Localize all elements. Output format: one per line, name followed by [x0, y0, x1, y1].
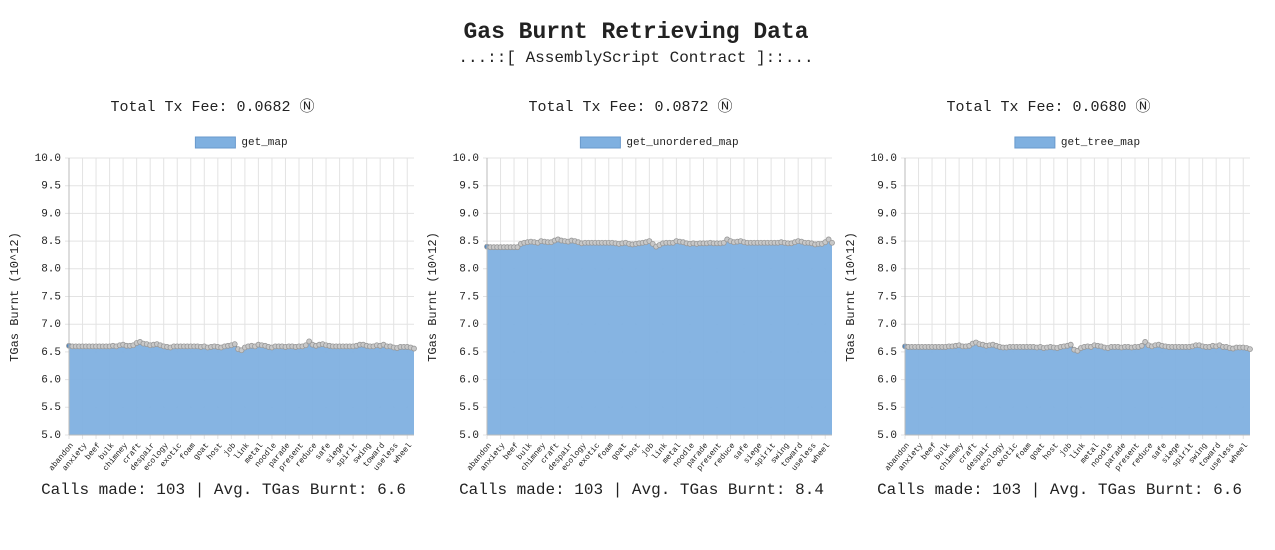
y-tick-label: 6.0 [459, 375, 479, 387]
area [905, 341, 1250, 435]
y-tick-label: 8.5 [459, 236, 479, 248]
page-subtitle: ...::[ AssemblyScript Contract ]::... [458, 49, 813, 67]
point [306, 338, 313, 345]
y-tick-label: 5.5 [877, 402, 897, 414]
y-tick-label: 9.0 [877, 208, 897, 220]
y-tick-label: 7.5 [41, 291, 61, 303]
y-tick-label: 5.5 [459, 402, 479, 414]
y-tick-label: 10.0 [453, 153, 479, 165]
point [829, 239, 835, 246]
point [720, 239, 727, 246]
y-tick-label: 5.5 [41, 402, 61, 414]
y-tick-label: 6.0 [877, 375, 897, 387]
legend-swatch [579, 136, 621, 149]
y-tick-label: 9.0 [459, 208, 479, 220]
point [514, 244, 521, 251]
point [1247, 346, 1253, 353]
y-tick-label: 10.0 [871, 153, 897, 165]
area [69, 341, 414, 435]
y-axis-label: TGas Burnt (10^12) [426, 232, 440, 362]
y-tick-label: 9.5 [459, 181, 479, 193]
chart-footer: Calls made: 103 | Avg. TGas Burnt: 8.4 [459, 481, 824, 499]
point [1142, 339, 1149, 345]
legend-swatch [1014, 136, 1056, 149]
chart-footer: Calls made: 103 | Avg. TGas Burnt: 6.6 [877, 481, 1242, 499]
point [1138, 342, 1145, 349]
y-tick-label: 10.0 [35, 153, 61, 165]
y-tick-label: 9.5 [877, 181, 897, 193]
area [487, 239, 832, 435]
point [1067, 341, 1074, 348]
y-tick-label: 9.5 [41, 181, 61, 193]
legend-swatch [194, 136, 236, 149]
y-tick-label: 6.5 [41, 347, 61, 359]
y-tick-label: 7.0 [459, 319, 479, 331]
y-tick-label: 7.0 [41, 319, 61, 331]
point [825, 236, 832, 243]
legend-label: get_map [241, 137, 287, 149]
chart-title: Total Tx Fee: 0.0872 Ⓝ [528, 98, 732, 116]
point [302, 342, 309, 349]
chart-footer: Calls made: 103 | Avg. TGas Burnt: 6.6 [41, 481, 406, 499]
y-tick-label: 5.0 [41, 430, 61, 442]
y-tick-label: 8.0 [459, 264, 479, 276]
y-tick-label: 7.0 [877, 319, 897, 331]
y-tick-label: 8.0 [877, 264, 897, 276]
chart-title: Total Tx Fee: 0.0680 Ⓝ [946, 98, 1150, 116]
y-tick-label: 8.0 [41, 264, 61, 276]
point [411, 345, 417, 352]
y-tick-label: 7.5 [877, 291, 897, 303]
y-tick-label: 8.5 [41, 236, 61, 248]
y-tick-label: 5.0 [459, 430, 479, 442]
y-tick-label: 5.0 [877, 430, 897, 442]
legend-label: get_unordered_map [626, 137, 738, 149]
y-tick-label: 8.5 [877, 236, 897, 248]
point [231, 341, 238, 348]
y-axis-label: TGas Burnt (10^12) [8, 232, 22, 362]
y-tick-label: 7.5 [459, 291, 479, 303]
y-tick-label: 6.0 [41, 375, 61, 387]
y-axis-label: TGas Burnt (10^12) [844, 232, 858, 362]
y-tick-label: 9.0 [41, 208, 61, 220]
y-tick-label: 6.5 [459, 347, 479, 359]
chart-title: Total Tx Fee: 0.0682 Ⓝ [110, 98, 314, 116]
legend-label: get_tree_map [1061, 137, 1140, 149]
page-title: Gas Burnt Retrieving Data [463, 19, 808, 45]
y-tick-label: 6.5 [877, 347, 897, 359]
